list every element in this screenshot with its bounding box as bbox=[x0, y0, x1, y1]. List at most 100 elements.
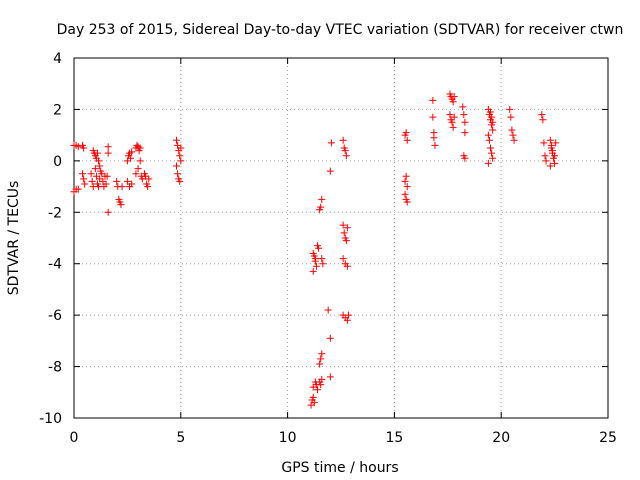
data-point-marker bbox=[145, 175, 153, 183]
data-point-marker bbox=[448, 118, 456, 126]
plot-frame bbox=[73, 57, 609, 419]
data-point-marker bbox=[485, 136, 493, 144]
y-tick-label: 0 bbox=[53, 154, 62, 170]
data-point-marker bbox=[318, 375, 326, 383]
data-point-marker bbox=[91, 165, 99, 173]
data-point-marker bbox=[546, 136, 554, 144]
data-point-marker bbox=[309, 267, 317, 275]
data-point-marker bbox=[539, 116, 547, 124]
data-point-marker bbox=[450, 93, 458, 101]
data-point-marker bbox=[460, 111, 468, 119]
data-point-marker bbox=[403, 183, 411, 191]
data-point-marker bbox=[95, 157, 103, 165]
data-point-marker bbox=[318, 195, 326, 203]
data-point-marker bbox=[402, 129, 410, 137]
data-point-marker bbox=[538, 111, 546, 119]
data-point-marker bbox=[541, 152, 549, 160]
data-points bbox=[70, 90, 560, 409]
data-point-marker bbox=[339, 255, 347, 263]
data-point-marker bbox=[484, 131, 492, 139]
y-tick-label: -10 bbox=[39, 411, 62, 427]
data-point-marker bbox=[309, 393, 317, 401]
data-point-marker bbox=[87, 170, 95, 178]
y-tick-label: 4 bbox=[53, 51, 62, 67]
data-point-marker bbox=[484, 159, 492, 167]
data-point-marker bbox=[488, 149, 496, 157]
data-point-marker bbox=[318, 255, 326, 263]
data-point-marker bbox=[403, 136, 411, 144]
data-point-marker bbox=[339, 136, 347, 144]
data-point-marker bbox=[102, 180, 110, 188]
data-point-marker bbox=[403, 198, 411, 206]
data-point-marker bbox=[123, 177, 131, 185]
data-point-marker bbox=[318, 350, 326, 358]
data-point-marker bbox=[319, 260, 327, 268]
data-point-marker bbox=[431, 141, 439, 149]
data-point-marker bbox=[136, 144, 144, 152]
chart-title: Day 253 of 2015, Sidereal Day-to-day VTE… bbox=[57, 22, 624, 38]
data-point-marker bbox=[339, 221, 347, 229]
data-point-marker bbox=[136, 157, 144, 165]
data-point-marker bbox=[547, 141, 555, 149]
data-point-marker bbox=[344, 311, 352, 319]
data-point-marker bbox=[343, 262, 351, 270]
data-point-marker bbox=[459, 103, 467, 111]
data-point-marker bbox=[401, 190, 409, 198]
x-tick-label: 0 bbox=[70, 430, 79, 446]
data-point-marker bbox=[132, 170, 140, 178]
data-point-marker bbox=[449, 98, 457, 106]
data-point-marker bbox=[326, 373, 334, 381]
data-point-marker bbox=[402, 172, 410, 180]
data-point-marker bbox=[176, 152, 184, 160]
data-point-marker bbox=[128, 148, 136, 156]
data-point-marker bbox=[340, 229, 348, 237]
axis-ticks bbox=[73, 57, 609, 419]
data-point-marker bbox=[317, 203, 325, 211]
data-point-marker bbox=[548, 147, 556, 155]
data-point-marker bbox=[430, 134, 438, 142]
data-point-marker bbox=[342, 237, 350, 245]
x-tick-label: 25 bbox=[599, 430, 617, 446]
data-point-marker bbox=[174, 170, 182, 178]
data-point-marker bbox=[461, 154, 469, 162]
data-point-marker bbox=[324, 306, 332, 314]
data-point-marker bbox=[489, 154, 497, 162]
x-tick-label: 5 bbox=[176, 430, 185, 446]
data-point-marker bbox=[74, 143, 82, 151]
data-point-marker bbox=[113, 177, 121, 185]
data-point-marker bbox=[450, 113, 458, 121]
grid-lines bbox=[74, 58, 608, 418]
data-point-marker bbox=[104, 208, 112, 216]
data-point-marker bbox=[489, 126, 497, 134]
data-point-marker bbox=[343, 316, 351, 324]
data-point-marker bbox=[326, 167, 334, 175]
y-tick-label: -2 bbox=[48, 205, 62, 221]
data-point-marker bbox=[315, 244, 323, 252]
data-point-marker bbox=[144, 183, 152, 191]
data-point-marker bbox=[88, 177, 96, 185]
data-point-marker bbox=[312, 262, 320, 270]
data-point-marker bbox=[487, 108, 495, 116]
data-point-marker bbox=[552, 139, 560, 147]
y-tick-label: -6 bbox=[48, 308, 62, 324]
tick-labels: 0 5 10 15 20 25 -10 -8 -6 -4 -2 0 2 4 bbox=[39, 51, 617, 446]
x-tick-label: 15 bbox=[385, 430, 403, 446]
data-point-marker bbox=[173, 162, 181, 170]
data-point-marker bbox=[429, 96, 437, 104]
data-point-marker bbox=[117, 201, 125, 209]
data-point-marker bbox=[127, 154, 135, 162]
data-point-marker bbox=[173, 136, 181, 144]
data-point-marker bbox=[327, 139, 335, 147]
data-point-marker bbox=[176, 177, 184, 185]
data-point-marker bbox=[489, 118, 497, 126]
data-point-marker bbox=[104, 149, 112, 157]
data-point-marker bbox=[96, 162, 104, 170]
data-point-marker bbox=[103, 172, 111, 180]
data-point-marker bbox=[104, 143, 112, 151]
x-tick-label: 10 bbox=[279, 430, 297, 446]
data-point-marker bbox=[74, 185, 82, 193]
data-point-marker bbox=[551, 159, 559, 167]
data-point-marker bbox=[446, 111, 454, 119]
data-point-marker bbox=[488, 113, 496, 121]
